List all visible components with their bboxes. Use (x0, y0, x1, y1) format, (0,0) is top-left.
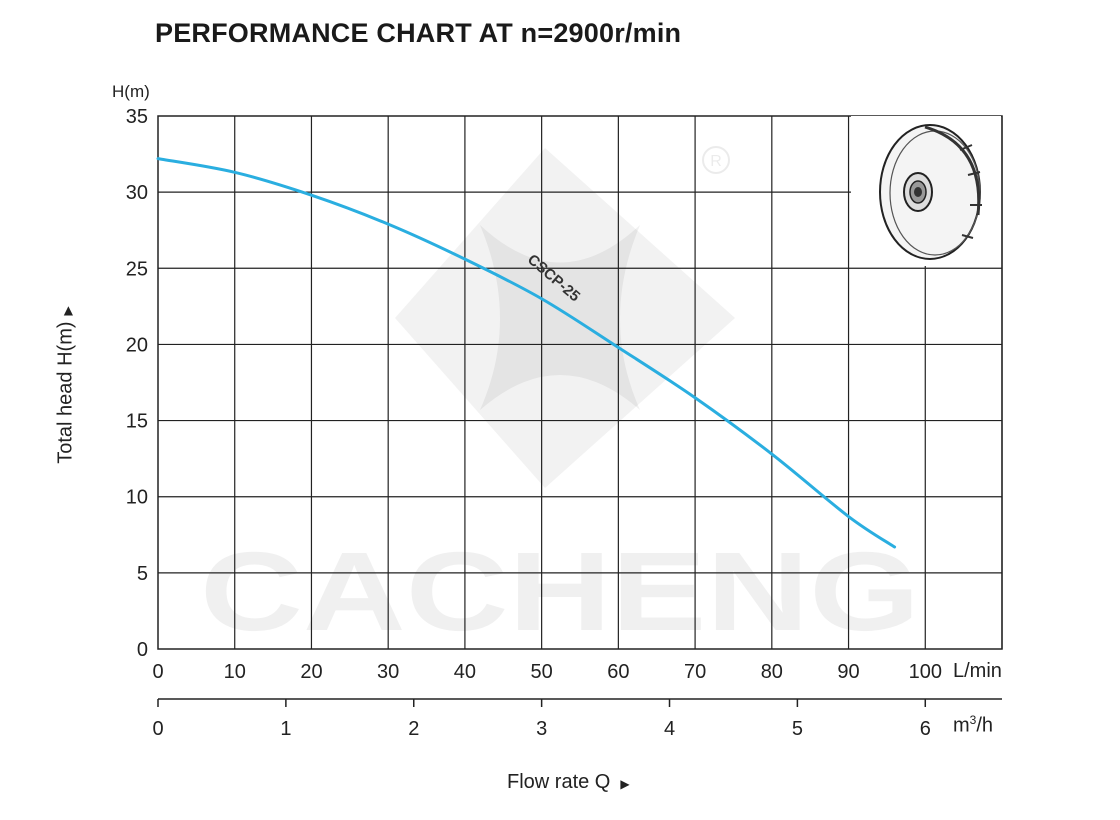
y-tick-label: 5 (137, 563, 148, 585)
watermark-logo: CACHENG R (200, 146, 920, 654)
secondary-x-tick-label: 2 (408, 718, 419, 740)
x-axis-label-text: Flow rate Q (507, 771, 611, 793)
y-tick-label: 20 (126, 334, 148, 356)
secondary-x-tick-label: 3 (536, 718, 547, 740)
x-tick-label: 70 (684, 661, 706, 683)
y-axis-unit: H(m) (112, 82, 150, 101)
y-tick-label: 30 (126, 182, 148, 204)
x-axis-label: Flow rate Q ▶ (507, 771, 630, 794)
svg-text:R: R (710, 153, 722, 170)
secondary-x-tick-label: 1 (280, 718, 291, 740)
x-tick-label: 20 (300, 661, 322, 683)
x-axis-unit-secondary-exponent: 3 (969, 713, 977, 727)
x-axis-unit-secondary-suffix: /h (976, 714, 994, 737)
secondary-x-tick-label: 4 (664, 718, 675, 740)
x-tick-label: 60 (607, 661, 629, 683)
y-tick-label: 15 (126, 411, 148, 433)
y-tick-label: 35 (126, 106, 148, 128)
x-tick-label: 0 (152, 661, 163, 683)
x-axis-unit-secondary: m3/h (953, 713, 993, 738)
x-tick-label: 50 (531, 661, 553, 683)
x-tick-label: 40 (454, 661, 476, 683)
y-tick-label: 25 (126, 258, 148, 280)
y-tick-label: 10 (126, 487, 148, 509)
secondary-x-tick-label: 5 (792, 718, 803, 740)
x-tick-label: 80 (761, 661, 783, 683)
x-tick-label: 30 (377, 661, 399, 683)
y-tick-label: 0 (137, 639, 148, 661)
chart-title: PERFORMANCE CHART AT n=2900r/min (155, 18, 682, 48)
secondary-x-tick-label: 0 (152, 718, 163, 740)
x-tick-label: 90 (837, 661, 859, 683)
arrow-right-icon: ▶ (620, 777, 630, 791)
x-tick-label: 10 (224, 661, 246, 683)
series-line (156, 157, 897, 549)
secondary-x-tick-label: 6 (920, 718, 931, 740)
chart-grid (157, 115, 1003, 650)
x-axis-unit-secondary-base: m (953, 714, 970, 737)
x-tick-label: 100 (909, 661, 942, 683)
watermark-text: CACHENG (200, 529, 920, 654)
x-axis-unit-primary: L/min (953, 660, 1002, 682)
impeller-icon (851, 116, 1001, 266)
